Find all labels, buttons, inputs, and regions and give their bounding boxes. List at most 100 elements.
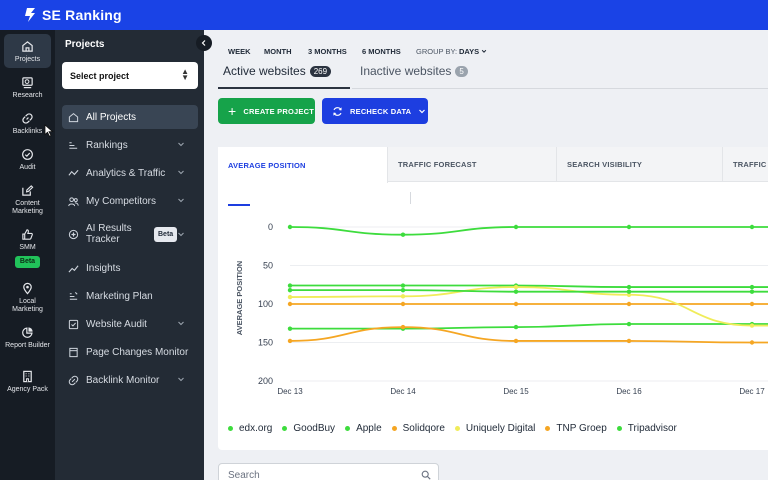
plan-icon bbox=[69, 291, 78, 300]
legend-dot-icon bbox=[391, 426, 397, 431]
rail-item-backlinks[interactable]: Backlinks bbox=[4, 112, 51, 136]
series-line bbox=[290, 323, 768, 330]
create-project-label: CREATE PROJECT bbox=[243, 106, 314, 116]
chevron-down-icon bbox=[178, 321, 184, 326]
rail-item-local-marketing[interactable]: Local Marketing bbox=[4, 282, 51, 314]
nav-item-my-competitors[interactable]: My Competitors bbox=[62, 189, 198, 213]
se-ranking-logo-icon[interactable] bbox=[24, 7, 36, 23]
legend-label: Apple bbox=[356, 423, 382, 434]
nav-item-website-audit[interactable]: Website Audit bbox=[62, 312, 198, 336]
data-point bbox=[749, 289, 755, 294]
project-select[interactable]: Select project ▲ ▼ bbox=[62, 62, 198, 89]
nav-item-analytics-traffic[interactable]: Analytics & Traffic bbox=[62, 161, 198, 185]
beta-badge: Beta bbox=[154, 226, 178, 242]
project-select-label: Select project bbox=[70, 70, 130, 81]
tab-count-badge: 269 bbox=[309, 66, 332, 77]
legend-item[interactable]: edx.org bbox=[228, 423, 272, 434]
legend-item[interactable]: Apple bbox=[345, 423, 382, 434]
tab-traffic-forecast[interactable]: TRAFFIC FORECAST bbox=[388, 147, 557, 182]
nav-item-all-projects[interactable]: All Projects bbox=[62, 105, 198, 129]
location-pin-icon bbox=[23, 282, 32, 295]
rail-item-audit[interactable]: Audit bbox=[4, 148, 51, 172]
chart-series bbox=[287, 224, 768, 345]
projects-panel: Projects Select project ▲ ▼ All Projects … bbox=[55, 30, 204, 480]
data-point bbox=[626, 301, 632, 307]
data-point bbox=[287, 301, 293, 307]
data-point bbox=[626, 284, 632, 290]
search-input[interactable]: Search bbox=[218, 463, 439, 480]
link-icon bbox=[22, 113, 33, 124]
data-point bbox=[749, 301, 755, 307]
nav-item-rankings[interactable]: Rankings bbox=[62, 133, 198, 157]
nav-item-label: Backlink Monitor bbox=[86, 374, 160, 386]
nav-item-backlink-monitor[interactable]: Backlink Monitor bbox=[62, 368, 198, 392]
rail-item-projects[interactable]: Projects bbox=[4, 34, 51, 68]
range-3-months[interactable]: 3 MONTHS bbox=[308, 47, 347, 56]
x-tick-label: Dec 14 bbox=[390, 387, 416, 396]
nav-item-page-changes-monitor[interactable]: Page Changes Monitor bbox=[62, 340, 198, 364]
rail-item-research[interactable]: Research bbox=[4, 76, 51, 100]
legend-item[interactable]: Uniquely Digital bbox=[454, 423, 535, 434]
home-icon bbox=[68, 112, 79, 122]
nav-item-marketing-plan[interactable]: Marketing Plan bbox=[62, 284, 198, 308]
tab-active-websites[interactable]: Active websites 269 bbox=[223, 64, 332, 78]
collapse-panel-button[interactable] bbox=[196, 35, 212, 51]
tab-divider bbox=[352, 88, 768, 89]
y-tick-label: 200 bbox=[258, 376, 273, 386]
rail-item-report-builder[interactable]: Report Builder bbox=[4, 326, 51, 350]
active-tab-indicator bbox=[218, 87, 350, 89]
range-month[interactable]: MONTH bbox=[264, 47, 292, 56]
rail-item-agency-pack[interactable]: Agency Pack bbox=[4, 370, 51, 394]
brand-name[interactable]: SE Ranking bbox=[42, 7, 122, 23]
recheck-data-label: RECHECK DATA bbox=[350, 106, 412, 116]
nav-item-insights[interactable]: Insights bbox=[62, 256, 198, 280]
nav-item-label: Page Changes Monitor bbox=[86, 346, 189, 358]
chevron-down-icon bbox=[178, 377, 184, 382]
chevron-down-icon bbox=[178, 170, 184, 175]
pie-chart-icon bbox=[22, 327, 33, 338]
group-by-label: GROUP BY: bbox=[416, 47, 458, 56]
legend-item[interactable]: GoodBuy bbox=[282, 423, 335, 434]
create-project-button[interactable]: + CREATE PROJECT bbox=[218, 98, 315, 124]
rail-item-smm[interactable]: SMM Beta bbox=[4, 228, 51, 268]
chevron-down-icon bbox=[482, 49, 487, 53]
group-by-select[interactable]: DAYS bbox=[459, 47, 487, 56]
data-point bbox=[749, 323, 755, 328]
legend-label: TNP Groep bbox=[556, 423, 607, 434]
data-point bbox=[287, 224, 293, 230]
search-placeholder: Search bbox=[228, 470, 260, 480]
data-point bbox=[287, 294, 293, 300]
legend-item[interactable]: Solidqore bbox=[391, 423, 445, 434]
x-tick-label: Dec 13 bbox=[277, 387, 303, 396]
nav-item-label: Rankings bbox=[86, 139, 128, 151]
tab-average-position[interactable]: AVERAGE POSITION bbox=[218, 147, 388, 183]
tab-search-visibility[interactable]: SEARCH VISIBILITY bbox=[557, 147, 723, 182]
tab-traffic[interactable]: TRAFFIC bbox=[733, 160, 767, 169]
data-point bbox=[513, 338, 519, 344]
data-point bbox=[749, 224, 755, 230]
legend-item[interactable]: TNP Groep bbox=[545, 423, 607, 434]
legend-label: Tripadvisor bbox=[627, 423, 677, 434]
group-by-value: DAYS bbox=[459, 47, 480, 56]
rail-item-content-marketing[interactable]: Content Marketing bbox=[4, 184, 51, 216]
series-line bbox=[290, 289, 768, 293]
recheck-data-button[interactable]: RECHECK DATA bbox=[322, 98, 428, 124]
mouse-pointer-icon bbox=[44, 124, 54, 137]
legend-item[interactable]: Tripadvisor bbox=[616, 423, 677, 434]
legend-dot-icon bbox=[545, 426, 551, 431]
y-tick-label: 50 bbox=[263, 261, 273, 271]
research-icon bbox=[22, 77, 33, 89]
data-point bbox=[287, 287, 293, 293]
tab-inactive-websites[interactable]: Inactive websites 5 bbox=[360, 64, 468, 78]
data-point bbox=[287, 283, 293, 288]
range-active-indicator bbox=[228, 204, 250, 206]
data-point bbox=[400, 294, 406, 299]
range-week[interactable]: WEEK bbox=[228, 47, 251, 56]
chart-card: AVERAGE POSITION TRAFFIC FORECAST SEARCH… bbox=[218, 147, 768, 450]
data-point bbox=[513, 289, 519, 294]
nav-item-ai-results-tracker[interactable]: AI Results Tracker Beta bbox=[62, 217, 198, 251]
chevron-down-icon bbox=[178, 198, 184, 203]
data-point bbox=[513, 224, 519, 230]
data-point bbox=[626, 292, 632, 297]
range-6-months[interactable]: 6 MONTHS bbox=[362, 47, 401, 56]
